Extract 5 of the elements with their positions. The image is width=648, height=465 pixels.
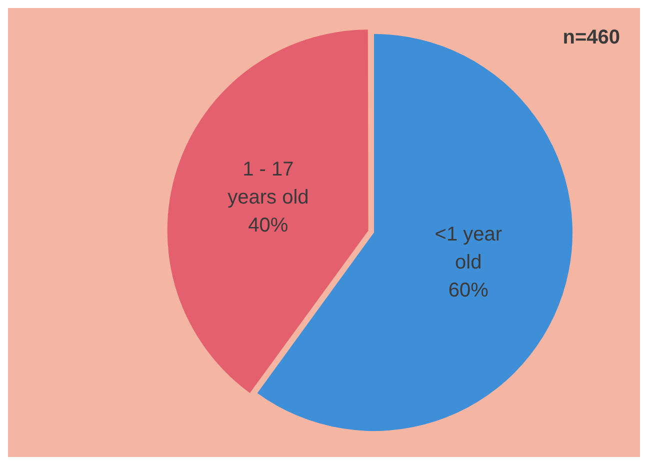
data-label: 60%	[448, 280, 489, 302]
text: n=460	[562, 26, 620, 49]
slice-label: 1 - 17 years old	[228, 158, 309, 209]
data-label: 40%	[248, 214, 288, 237]
slice-label: <1 year old	[434, 224, 502, 274]
